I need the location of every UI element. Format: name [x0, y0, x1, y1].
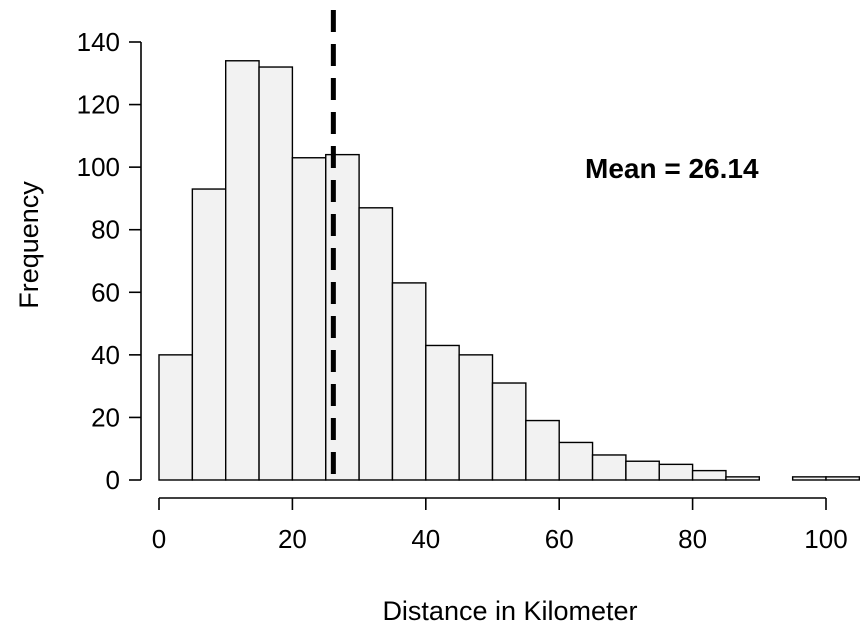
histogram-bar-95-100 — [791, 476, 827, 481]
x-tick-label-0: 0 — [152, 524, 166, 554]
histogram-bar-50-55 — [491, 382, 527, 481]
x-tick-label-80: 80 — [678, 524, 707, 554]
histogram-bar-100-105 — [825, 476, 860, 481]
y-tick-label-140: 140 — [77, 27, 120, 57]
histogram-bar-15-20 — [258, 66, 294, 481]
x-tick-label-40: 40 — [411, 524, 440, 554]
x-tick-label-60: 60 — [545, 524, 574, 554]
histogram-bar-65-70 — [591, 454, 627, 481]
histogram-bar-45-50 — [458, 354, 494, 481]
y-tick-label-80: 80 — [91, 215, 120, 245]
mean-annotation: Mean = 26.14 — [585, 153, 759, 184]
histogram-bar-40-45 — [425, 344, 460, 481]
histogram-bar-70-75 — [625, 460, 660, 481]
x-tick-label-20: 20 — [278, 524, 307, 554]
x-tick-label-100: 100 — [804, 524, 847, 554]
y-tick-label-20: 20 — [91, 402, 120, 432]
histogram-bar-55-60 — [525, 419, 560, 481]
y-tick-label-100: 100 — [77, 152, 120, 182]
bars-group — [158, 60, 860, 481]
histogram-bar-75-80 — [658, 463, 694, 481]
histogram-bar-10-15 — [224, 60, 260, 481]
histogram-bar-30-35 — [358, 207, 394, 481]
histogram-bar-25-30 — [325, 153, 360, 481]
histogram-bar-80-85 — [691, 469, 727, 481]
y-tick-label-40: 40 — [91, 340, 120, 370]
y-tick-label-60: 60 — [91, 277, 120, 307]
histogram-bar-35-40 — [391, 282, 427, 481]
histogram-bar-85-90 — [725, 476, 761, 481]
histogram-bar-60-65 — [558, 441, 594, 481]
histogram-bar-0-5 — [158, 354, 194, 481]
histogram-bar-5-10 — [191, 188, 227, 481]
y-tick-label-0: 0 — [106, 465, 120, 495]
histogram-bar-20-25 — [291, 157, 327, 481]
x-axis-title: Distance in Kilometer — [382, 596, 637, 626]
axes-group: 0 20 40 60 80 100 120 140 0 20 40 60 80 100 — [77, 27, 848, 554]
y-axis-title: Frequency — [14, 181, 44, 309]
y-tick-label-120: 120 — [77, 90, 120, 120]
